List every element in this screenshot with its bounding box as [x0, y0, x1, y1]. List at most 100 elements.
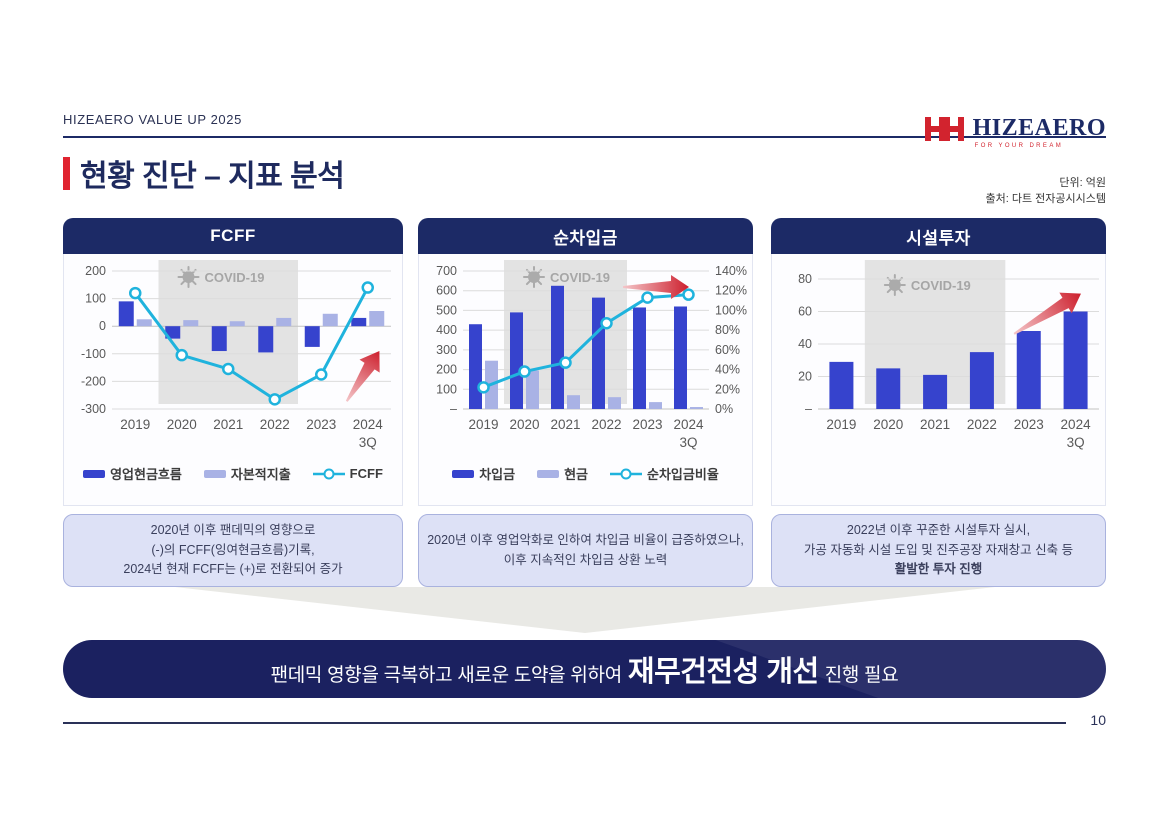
x-tick-suffix: 3Q [1067, 435, 1085, 450]
bar-자본적지출 [369, 311, 385, 327]
net-debt-chart: COVID-19 – 100 200 300 400 500 600 700 0% 20% 40% 60… [436, 260, 747, 450]
legend-swatch [203, 469, 226, 478]
panel-fcff-title: FCFF [63, 218, 403, 254]
panel-capex-body: COVID-19 – 20 40 60 80 2019 2020 2021 2022 2023 202… [771, 254, 1106, 506]
y-tick-label: -100 [81, 347, 106, 361]
eyebrow-text: HIZEAERO VALUE UP 2025 [63, 112, 242, 127]
y-tick-label: 100 [85, 292, 106, 306]
bar-현금 [649, 402, 662, 409]
y-tick-label: 40 [798, 337, 812, 351]
x-tick-label: 2022 [591, 417, 621, 432]
x-tick-label: 2019 [826, 417, 856, 432]
panel-fcff-body: COVID-19 -300 -200 -100 0 100 200 2019 2020 2021 2… [63, 254, 403, 506]
legend-swatch [537, 469, 560, 478]
covid-virus-icon [177, 266, 200, 288]
bar-차입금 [592, 297, 605, 409]
bar-차입금 [674, 306, 687, 409]
legend-label: 순차입금비율 [647, 467, 719, 482]
y-tick-label: -200 [81, 374, 106, 388]
y-tick-label: 300 [436, 343, 457, 357]
covid-region [504, 260, 627, 404]
bar-현금 [567, 395, 580, 409]
y-tick-label: 500 [436, 303, 457, 317]
insight-line: 2020년 이후 팬데믹의 영향으로 [150, 523, 316, 538]
x-tick-label: 2023 [306, 417, 336, 432]
logo-hh-icon [924, 117, 964, 141]
insight-line: 가공 자동화 시설 도입 및 진주공장 자재창고 신축 등 [803, 542, 1074, 557]
y-tick-label: 400 [436, 323, 457, 337]
insight-box-net-debt: 2020년 이후 영업악화로 인하여 차입금 비율이 급증하였으나, 이후 지속적… [418, 514, 753, 587]
panel-capex-title: 시설투자 [771, 218, 1106, 254]
insight-line: 이후 지속적인 차입금 상환 노력 [503, 552, 668, 567]
x-tick-label: 2023 [1014, 417, 1044, 432]
insight-box-fcff: 2020년 이후 팬데믹의 영향으로 (-)의 FCFF(잉여현금흐름)기록, 20… [63, 514, 403, 587]
y-tick-label: 100 [436, 382, 457, 396]
line-marker [268, 393, 281, 406]
legend-item: 현금 [537, 464, 588, 483]
x-tick-label: 2023 [632, 417, 662, 432]
x-tick-label: 2020 [873, 417, 903, 432]
company-logo: HIZEAERO FOR YOUR DREAM [924, 116, 1106, 149]
y-tick-label: 60 [798, 305, 812, 319]
bar-시설투자 [876, 368, 901, 409]
line-marker [315, 368, 328, 381]
conclusion-banner: 팬데믹 영향을 극복하고 새로운 도약을 위하여 재무건전성 개선 진행 필요 [63, 640, 1106, 698]
covid-label: COVID-19 [911, 278, 971, 293]
panel-net-debt-body: COVID-19 – 100 200 300 400 500 600 700 0% 20% 40% 60… [418, 254, 753, 506]
y-tick-label: 200 [436, 363, 457, 377]
panel-capex: 시설투자 COVID-19 – 20 40 60 80 2019 2020 2021 2022 20… [771, 218, 1106, 506]
y-tick-label: – [805, 402, 812, 416]
footer-rule [63, 722, 1066, 724]
x-tick-label: 2021 [550, 417, 580, 432]
line-FCFF [134, 286, 370, 401]
legend-item: 영업현금흐름 [83, 464, 182, 483]
trend-arrow [623, 275, 689, 299]
line-marker [361, 281, 374, 294]
x-tick-label: 2020 [167, 417, 197, 432]
legend-item: 자본적지출 [203, 464, 291, 483]
y-tick-label: – [450, 402, 457, 416]
bar-영업현금흐름 [304, 326, 320, 347]
right-tick-label: 120% [715, 284, 747, 298]
bar-영업현금흐름 [351, 317, 367, 327]
bar-차입금 [633, 307, 646, 409]
line-marker [129, 286, 142, 300]
right-tick-label: 40% [715, 363, 740, 377]
line-marker [559, 356, 572, 369]
bar-시설투자 [1063, 311, 1088, 409]
line-marker [222, 362, 235, 376]
trend-arrow [1013, 292, 1081, 335]
right-tick-label: 100% [715, 303, 747, 317]
bar-현금 [608, 397, 621, 409]
bar-시설투자 [969, 352, 994, 409]
bar-자본적지출 [183, 320, 199, 327]
page-title: 현황 진단 – 지표 분석 [80, 160, 345, 193]
fcff-chart: COVID-19 -300 -200 -100 0 100 200 2019 2020 2021 2… [81, 260, 391, 450]
bar-영업현금흐름 [211, 326, 227, 352]
header-rule [63, 136, 1106, 138]
x-tick-label: 2019 [120, 417, 150, 432]
right-tick-label: 20% [715, 382, 740, 396]
x-tick-label: 2024 [353, 417, 384, 432]
legend-label: 현금 [564, 467, 589, 482]
insight-line: 2022년 이후 꾸준한 시설투자 실시, [846, 523, 1031, 538]
line-marker [641, 291, 654, 304]
y-tick-label: 0 [99, 319, 106, 333]
legend-swatch [83, 469, 106, 478]
legend-label: 영업현금흐름 [110, 467, 182, 482]
bar-시설투자 [1016, 331, 1041, 409]
covid-label: COVID-19 [205, 270, 265, 285]
panel-net-debt-title: 순차입금 [418, 218, 753, 254]
net-debt-legend: 차입금 현금 순차입금비율 [419, 464, 752, 483]
y-tick-label: 600 [436, 284, 457, 298]
banner-prefix: 팬데믹 영향을 극복하고 새로운 도약을 위하여 [270, 665, 623, 686]
line-marker [477, 381, 490, 394]
panel-fcff: FCFF COVID-19 -300 -200 -100 0 100 200 2019 2020… [63, 218, 403, 506]
banner-highlight: 재무건전성 개선 [627, 656, 819, 688]
bar-자본적지출 [136, 319, 152, 327]
x-tick-suffix: 3Q [679, 435, 697, 450]
fcff-legend: 영업현금흐름 자본적지출 FCFF [64, 464, 402, 483]
unit-source-notes: 단위: 억원 출처: 다트 전자공시시스템 [986, 176, 1107, 208]
bar-영업현금흐름 [258, 326, 274, 353]
covid-label: COVID-19 [550, 270, 610, 285]
